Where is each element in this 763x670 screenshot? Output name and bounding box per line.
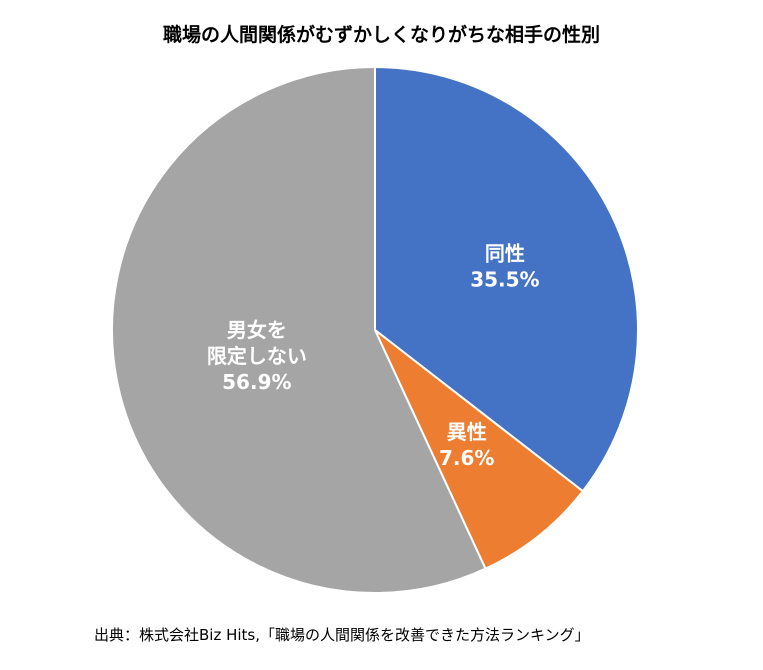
slice-name-label: 限定しない [207,344,307,368]
pie-labels: 同性 35.5% 異性 7.6% 男女を限定しない 56.9% [207,241,540,470]
slice-value-label: 7.6% [439,446,494,470]
slice-label-1: 同性 35.5% [470,241,539,291]
slice-value-label: 35.5% [470,267,539,291]
chart-title: 職場の人間関係がむずかしくなりがちな相手の性別 [162,24,600,46]
slice-name-label: 同性 [485,241,525,265]
source-note: 出典：株式会社Biz Hits,「職場の人間関係を改善できた方法ランキング」 [94,626,590,644]
slice-name-label: 男女を [227,318,287,342]
pie-slice-3 [111,66,487,594]
slice-label-3: 男女を限定しない 56.9% [207,318,307,394]
pie-slices [111,66,639,594]
pie-slice-2 [374,329,584,570]
slice-label-2: 異性 7.6% [439,420,494,470]
pie-slice-1 [374,66,639,493]
slice-name-label: 異性 [447,420,487,444]
slice-value-label: 56.9% [222,370,291,394]
